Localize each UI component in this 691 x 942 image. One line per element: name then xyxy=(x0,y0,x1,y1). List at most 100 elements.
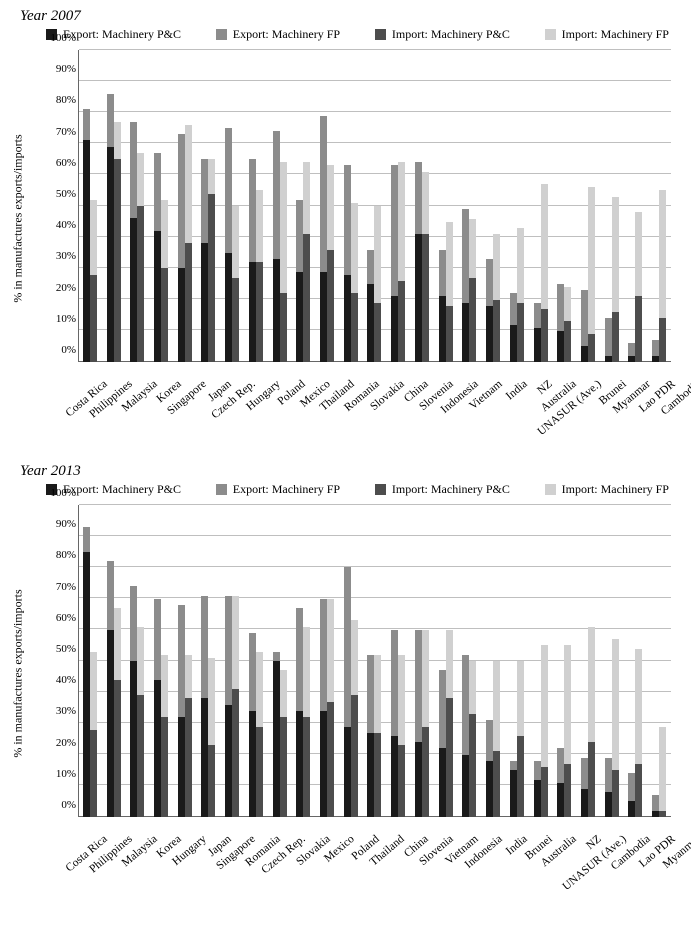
legend-label: Export: Machinery FP xyxy=(233,27,340,42)
category-group xyxy=(529,50,553,362)
category-group xyxy=(505,505,529,817)
import-fp-segment xyxy=(446,222,453,306)
export-fp-segment xyxy=(391,165,398,296)
export-pc-segment xyxy=(462,303,469,362)
import-pc-segment xyxy=(137,206,144,362)
x-tick: China xyxy=(411,376,436,461)
legend-label: Import: Machinery FP xyxy=(562,482,669,497)
export-fp-segment xyxy=(273,652,280,661)
import-stack xyxy=(327,505,334,817)
category-group xyxy=(576,505,600,817)
import-fp-segment xyxy=(517,661,524,736)
import-stack xyxy=(422,505,429,817)
export-fp-segment xyxy=(605,758,612,792)
import-fp-segment xyxy=(90,200,97,275)
export-stack xyxy=(557,505,564,817)
category-group xyxy=(410,50,434,362)
import-pc-segment xyxy=(327,250,334,362)
import-fp-segment xyxy=(303,627,310,717)
export-pc-segment xyxy=(510,325,517,362)
y-axis-label-container: % in manufactures exports/imports xyxy=(18,46,38,376)
export-pc-segment xyxy=(462,755,469,817)
export-fp-segment xyxy=(225,128,232,253)
export-stack xyxy=(83,50,90,362)
import-pc-segment xyxy=(161,717,168,817)
import-pc-segment xyxy=(327,702,334,817)
export-pc-segment xyxy=(201,698,208,817)
import-stack xyxy=(256,505,263,817)
import-stack xyxy=(422,50,429,362)
x-tick: Brunei xyxy=(534,831,559,916)
export_fp-swatch xyxy=(216,484,227,495)
export-stack xyxy=(510,505,517,817)
export-stack xyxy=(107,505,114,817)
x-tick: Brunei xyxy=(608,376,633,461)
import-stack xyxy=(208,505,215,817)
import-stack xyxy=(256,50,263,362)
category-group xyxy=(268,505,292,817)
y-tick-label: 50% xyxy=(42,643,76,655)
y-tick-label: 80% xyxy=(42,549,76,561)
import-pc-segment xyxy=(232,689,239,817)
export-stack xyxy=(178,50,185,362)
export-stack xyxy=(486,505,493,817)
export-pc-segment xyxy=(439,296,446,362)
import-pc-segment xyxy=(185,698,192,817)
import-stack xyxy=(635,50,642,362)
export-fp-segment xyxy=(534,303,541,328)
import_pc-swatch xyxy=(375,484,386,495)
y-tick-label: 50% xyxy=(42,188,76,200)
y-axis-label: % in manufactures exports/imports xyxy=(11,589,26,757)
import-fp-segment xyxy=(564,645,571,764)
export-fp-segment xyxy=(605,318,612,355)
export-pc-segment xyxy=(178,717,185,817)
import-pc-segment xyxy=(90,730,97,817)
import-stack xyxy=(351,505,358,817)
import_fp-swatch xyxy=(545,29,556,40)
export-pc-segment xyxy=(130,218,137,362)
x-tick: Indonesia xyxy=(460,376,485,461)
x-tick: UNASUR (Ave.) xyxy=(608,831,633,916)
import-stack xyxy=(232,50,239,362)
import-fp-segment xyxy=(635,212,642,296)
category-group xyxy=(244,50,268,362)
export-fp-segment xyxy=(581,758,588,789)
import-pc-segment xyxy=(422,727,429,817)
export-fp-segment xyxy=(510,293,517,324)
category-group xyxy=(102,50,126,362)
export-fp-segment xyxy=(320,116,327,272)
x-tick: Thailand xyxy=(337,376,362,461)
export-pc-segment xyxy=(154,680,161,817)
import-fp-segment xyxy=(469,661,476,714)
x-tick: Korea xyxy=(164,831,189,916)
y-tick-label: 60% xyxy=(42,157,76,169)
import-pc-segment xyxy=(351,293,358,362)
y-tick-label: 0% xyxy=(42,344,76,356)
import-stack xyxy=(446,505,453,817)
import-pc-segment xyxy=(517,303,524,362)
import-pc-segment xyxy=(256,727,263,817)
export-stack xyxy=(581,50,588,362)
export-pc-segment xyxy=(130,661,137,817)
import-stack xyxy=(564,505,571,817)
legend-item: Export: Machinery FP xyxy=(216,482,340,497)
export-stack xyxy=(320,50,327,362)
y-tick-label: 10% xyxy=(42,313,76,325)
bars-layer xyxy=(78,50,671,362)
import-fp-segment xyxy=(351,203,358,293)
category-group xyxy=(600,505,624,817)
bars-layer xyxy=(78,505,671,817)
x-tick: Malaysia xyxy=(139,376,164,461)
export-fp-segment xyxy=(249,633,256,711)
import-stack xyxy=(517,50,524,362)
import-fp-segment xyxy=(256,190,263,262)
legend-label: Export: Machinery P&C xyxy=(63,27,181,42)
export-stack xyxy=(83,505,90,817)
export-stack xyxy=(154,505,161,817)
x-tick: Cambodia xyxy=(683,376,691,461)
import-fp-segment xyxy=(398,655,405,745)
export-fp-segment xyxy=(249,159,256,262)
import-fp-segment xyxy=(493,234,500,300)
import-stack xyxy=(564,50,571,362)
export-stack xyxy=(249,50,256,362)
